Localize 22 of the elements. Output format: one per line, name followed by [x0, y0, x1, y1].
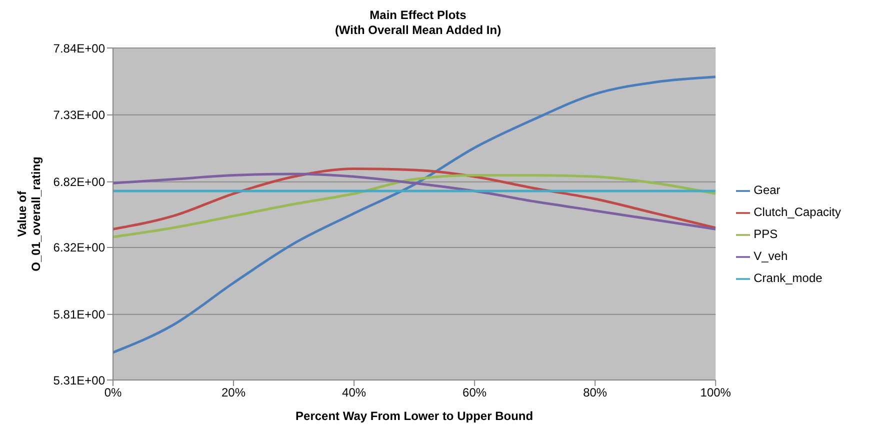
chart-title: Main Effect Plots	[368, 8, 468, 23]
x-tick-label: 20%	[222, 386, 246, 400]
x-tick-label: 0%	[104, 386, 122, 400]
x-tick-label: 60%	[462, 386, 487, 400]
y-tick-label: 5.31E+00	[53, 373, 106, 388]
legend-label: Crank_mode	[754, 271, 822, 285]
y-tick-label: 6.82E+00	[53, 175, 106, 190]
x-axis-title: Percent Way From Lower to Upper Bound	[296, 409, 534, 423]
legend-label: Gear	[754, 183, 780, 197]
y-tick-label: 7.84E+00	[53, 41, 106, 56]
legend-label: PPS	[754, 227, 778, 241]
legend-label: V_veh	[754, 249, 788, 263]
x-tick-label: 100%	[700, 386, 732, 400]
legend-label: Clutch_Capacity	[754, 205, 841, 219]
line-series	[113, 76, 716, 354]
y-tick-label: 6.32E+00	[53, 240, 106, 255]
y-tick-label: 7.33E+00	[53, 108, 106, 122]
chart-subtitle: (With Overall Mean Added In)	[334, 23, 502, 38]
y-tick-label: 5.81E+00	[53, 308, 106, 322]
y-axis-title: Value of O_01_overall_rating	[15, 156, 43, 272]
x-tick-label: 80%	[583, 386, 608, 400]
x-tick-label: 40%	[342, 386, 366, 400]
